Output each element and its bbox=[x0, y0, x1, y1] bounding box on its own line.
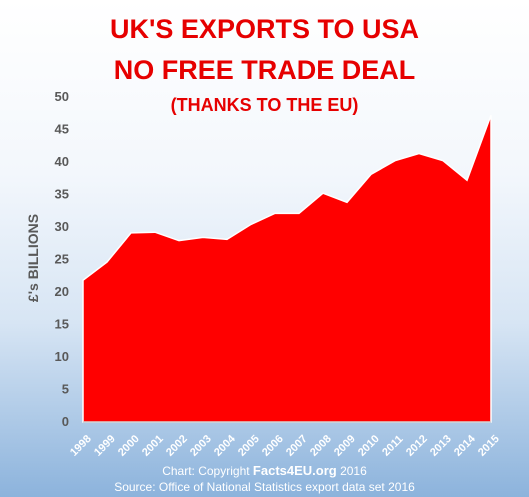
y-tick-label: 30 bbox=[55, 219, 69, 234]
x-tick-label: 2011 bbox=[380, 433, 405, 458]
y-tick-label: 25 bbox=[55, 252, 69, 267]
credit-site: Facts4EU.org bbox=[252, 463, 337, 478]
y-tick-label: 15 bbox=[55, 317, 69, 332]
x-tick-label: 2015 bbox=[476, 433, 502, 459]
x-tick-label: 2000 bbox=[116, 433, 142, 459]
x-tick-label: 2010 bbox=[356, 433, 382, 459]
x-tick-label: 2009 bbox=[332, 433, 358, 459]
y-tick-label: 5 bbox=[62, 382, 69, 397]
chart-source: Source: Office of National Statistics ex… bbox=[114, 480, 415, 494]
x-tick-label: 2007 bbox=[284, 433, 310, 459]
chart-subtitle: (THANKS TO THE EU) bbox=[170, 95, 359, 115]
x-tick-label: 1998 bbox=[68, 433, 94, 459]
y-tick-label: 45 bbox=[55, 122, 69, 137]
chart-title-line1: UK'S EXPORTS TO USA bbox=[110, 14, 419, 44]
x-tick-label: 2014 bbox=[452, 432, 478, 458]
credit-year: 2016 bbox=[340, 464, 367, 478]
x-tick-label: 2001 bbox=[140, 433, 166, 459]
y-tick-label: 50 bbox=[55, 89, 69, 104]
x-tick-label: 2006 bbox=[260, 433, 286, 459]
y-tick-label: 40 bbox=[55, 154, 69, 169]
x-tick-label: 2005 bbox=[236, 433, 262, 459]
export-area-series bbox=[82, 114, 492, 423]
y-tick-label: 35 bbox=[55, 187, 69, 202]
y-tick-label: 0 bbox=[62, 414, 69, 429]
x-tick-label: 2003 bbox=[188, 433, 214, 459]
chart-title-line2: NO FREE TRADE DEAL bbox=[113, 55, 416, 85]
y-tick-label: 20 bbox=[55, 284, 69, 299]
chart-credit: Chart: Copyright Facts4EU.org 2016 bbox=[0, 463, 529, 478]
y-axis-label: £'s BILLIONS bbox=[25, 214, 41, 302]
x-tick-label: 2004 bbox=[212, 432, 238, 458]
x-tick-label: 2012 bbox=[404, 433, 430, 459]
y-tick-label: 10 bbox=[55, 349, 69, 364]
x-tick-label: 2002 bbox=[164, 433, 190, 459]
x-tick-label: 1999 bbox=[92, 433, 118, 459]
x-tick-label: 2008 bbox=[308, 433, 334, 459]
credit-prefix: Chart: Copyright bbox=[162, 464, 250, 478]
x-tick-label: 2013 bbox=[428, 433, 454, 459]
